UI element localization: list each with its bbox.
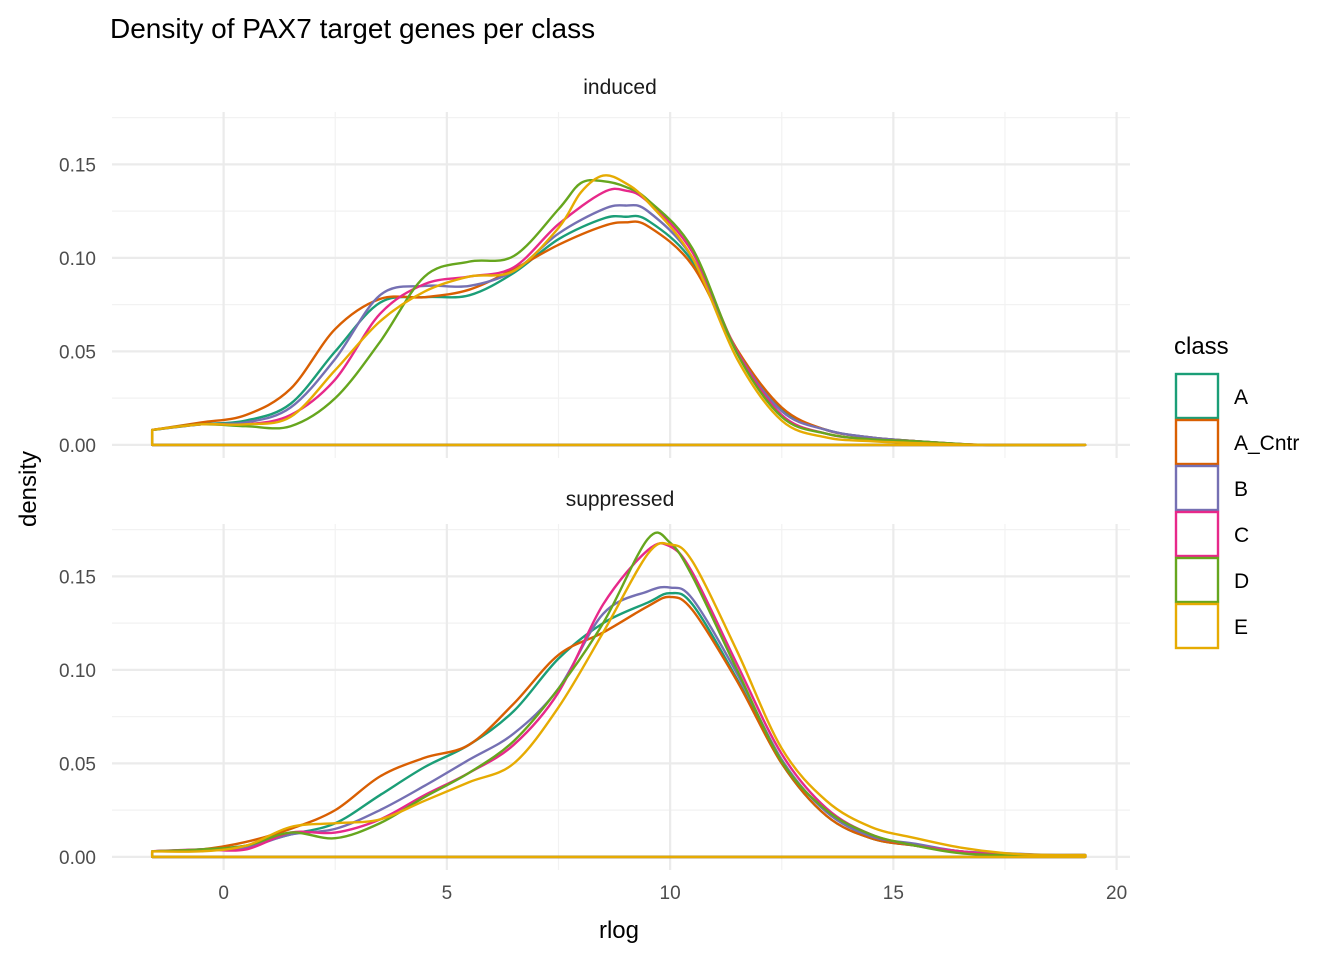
legend-label: C: [1234, 524, 1249, 547]
legend-key: [1174, 464, 1220, 512]
legend-title: class: [1174, 333, 1229, 360]
y-tick-label: 0.10: [59, 661, 96, 682]
y-ticks-suppressed: 0.00 0.05 0.10 0.15: [59, 567, 96, 869]
chart-title: Density of PAX7 target genes per class: [110, 13, 595, 44]
y-axis-title: density: [15, 451, 42, 527]
density-line-e: [150, 174, 1087, 447]
density-line-a-cntr: [150, 220, 1087, 447]
series-suppressed: [150, 531, 1087, 859]
legend-label: E: [1234, 616, 1248, 639]
panel-induced: induced 0.00 0.05 0.10 0.15: [59, 76, 1130, 458]
strip-label-induced: induced: [583, 76, 657, 99]
legend-item-a: A: [1174, 372, 1248, 420]
y-tick-label: 0.15: [59, 155, 96, 176]
y-tick-label: 0.15: [59, 567, 96, 588]
density-line-d: [150, 178, 1087, 447]
legend-key: [1174, 418, 1220, 466]
density-line-b: [150, 203, 1087, 447]
legend-key: [1174, 556, 1220, 604]
y-ticks-induced: 0.00 0.05 0.10 0.15: [59, 155, 96, 457]
legend-key: [1174, 372, 1220, 420]
density-line-d: [150, 531, 1087, 859]
legend-item-a-cntr: A_Cntr: [1174, 418, 1299, 466]
y-tick-label: 0.10: [59, 249, 96, 270]
density-line-e: [150, 541, 1087, 859]
density-line-b: [150, 585, 1087, 859]
series-induced: [150, 174, 1087, 447]
x-tick-label: 10: [660, 883, 681, 904]
panel-suppressed: suppressed 0.00 0.05 0.10 0.15: [59, 488, 1130, 870]
density-line-a: [150, 591, 1087, 859]
x-axis-title: rlog: [599, 917, 639, 944]
y-tick-label: 0.05: [59, 754, 96, 775]
legend-item-b: B: [1174, 464, 1248, 512]
grid-suppressed: [112, 524, 1130, 870]
x-tick-label: 15: [883, 883, 904, 904]
legend-label: A: [1234, 386, 1248, 409]
strip-label-suppressed: suppressed: [566, 488, 675, 511]
y-tick-label: 0.00: [59, 436, 96, 457]
x-ticks: 0 5 10 15 20: [218, 883, 1127, 904]
x-tick-label: 0: [218, 883, 229, 904]
x-tick-label: 20: [1106, 883, 1127, 904]
legend-key: [1174, 510, 1220, 558]
density-line-a: [150, 214, 1087, 447]
legend-label: A_Cntr: [1234, 432, 1299, 455]
y-tick-label: 0.05: [59, 342, 96, 363]
legend-item-c: C: [1174, 510, 1249, 558]
legend-item-e: E: [1174, 602, 1248, 650]
density-line-a-cntr: [150, 595, 1087, 859]
legend-label: D: [1234, 570, 1249, 593]
x-tick-label: 5: [442, 883, 453, 904]
legend-key: [1174, 602, 1220, 650]
legend-label: B: [1234, 478, 1248, 501]
y-tick-label: 0.00: [59, 848, 96, 869]
legend-item-d: D: [1174, 556, 1249, 604]
